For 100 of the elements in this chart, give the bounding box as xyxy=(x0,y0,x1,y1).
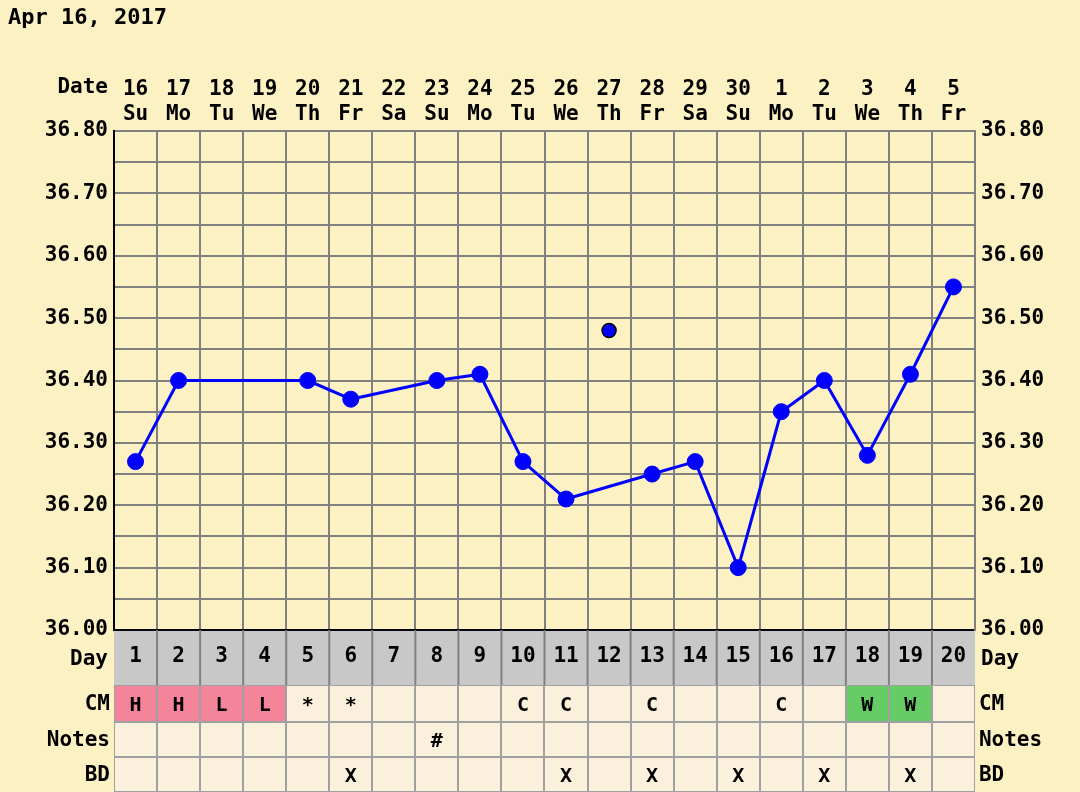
x-tick-label: 3 We xyxy=(854,75,881,125)
x-tick-label: 20 Th xyxy=(295,75,321,125)
x2-tick-label: 12 xyxy=(596,643,622,668)
x2-tick-label: 2 xyxy=(172,643,185,668)
x-axis-title: Date xyxy=(57,74,108,99)
x-tick-label: 19 We xyxy=(252,75,278,125)
x2-tick-label: 19 xyxy=(897,643,924,668)
x-tick-label: 17 Mo xyxy=(165,75,192,125)
point xyxy=(643,465,661,483)
x2-tick-label: 3 xyxy=(215,643,228,668)
point xyxy=(471,365,489,383)
category-label: CM xyxy=(978,691,1005,715)
point xyxy=(686,453,704,471)
x-tick-label: 23 Su xyxy=(424,75,450,125)
x-tick-label: 5 Fr xyxy=(940,75,967,125)
point xyxy=(299,372,317,389)
y-tick-label: 36.20 xyxy=(44,491,108,516)
y-tick-label: 36.10 xyxy=(44,554,108,579)
x-tick-label: 29 Sa xyxy=(682,75,708,125)
text: X xyxy=(559,763,573,787)
text: L xyxy=(215,692,228,716)
x2-tick-label: 14 xyxy=(682,643,708,668)
text: X xyxy=(818,763,831,787)
x2-tick-label: 1 xyxy=(129,643,142,668)
point xyxy=(601,322,617,339)
y-tick-label: 36.40 xyxy=(44,366,108,391)
x-tick-label: 18 Tu xyxy=(208,75,235,125)
x-tick-label: 4 Th xyxy=(897,75,924,125)
x-tick-label: 2 Tu xyxy=(811,75,837,125)
text: X xyxy=(344,763,357,787)
point xyxy=(944,278,962,296)
x-tick-label: 25 Tu xyxy=(510,75,536,125)
text: C xyxy=(775,692,788,716)
x2-tick-label: 18 xyxy=(854,643,881,668)
x2-tick-label: 6 xyxy=(344,643,358,668)
text: X xyxy=(732,763,745,787)
point xyxy=(514,453,532,471)
y2-tick-label: 36.40 xyxy=(981,366,1045,391)
text: * xyxy=(301,692,314,716)
y2-tick-label: 36.60 xyxy=(981,242,1045,267)
point xyxy=(858,446,876,464)
x-tick-label: 22 Sa xyxy=(381,75,407,125)
point xyxy=(557,490,575,508)
category-label: Notes xyxy=(46,727,110,751)
point xyxy=(815,372,833,389)
x2-tick-label: 20 xyxy=(940,643,967,668)
text: X xyxy=(904,763,917,787)
x-tick-label: 28 Fr xyxy=(639,75,665,125)
x-tick-label: 16 Su xyxy=(122,75,149,125)
x2-axis-title: Day xyxy=(981,646,1020,671)
point xyxy=(729,559,747,577)
text: W xyxy=(904,692,917,716)
text: C xyxy=(516,692,529,716)
y-tick-label: 36.60 xyxy=(44,242,108,267)
category-label: Notes xyxy=(978,727,1043,751)
x-tick-label: 26 We xyxy=(553,75,579,125)
x2-tick-label: 7 xyxy=(387,643,401,668)
point xyxy=(127,453,145,471)
x2-tick-label: 10 xyxy=(510,643,536,668)
x-tick-label: 24 Mo xyxy=(467,75,493,125)
x-tick-label: 1 Mo xyxy=(768,75,794,125)
point xyxy=(772,403,790,421)
category-label: BD xyxy=(84,762,110,786)
x2-tick-label: 16 xyxy=(768,643,794,668)
y2-tick-label: 36.30 xyxy=(981,429,1045,454)
y2-tick-label: 36.70 xyxy=(981,179,1045,204)
text: * xyxy=(344,692,357,716)
point xyxy=(170,372,188,389)
category-label: CM xyxy=(84,691,110,715)
point xyxy=(342,390,360,408)
point xyxy=(428,372,446,389)
text: C xyxy=(559,692,573,716)
x2-tick-label: 11 xyxy=(553,643,579,668)
y-tick-label: 36.30 xyxy=(44,429,108,454)
y2-tick-label: 36.20 xyxy=(981,491,1045,516)
text: W xyxy=(861,692,874,716)
x-tick-label: 30 Su xyxy=(725,75,751,125)
x-tick-label: 21 Fr xyxy=(338,75,364,125)
x2-tick-label: 8 xyxy=(430,643,444,668)
point xyxy=(901,365,919,383)
x2-tick-label: 5 xyxy=(301,643,315,668)
text: Day xyxy=(70,646,108,671)
text: X xyxy=(646,763,659,787)
y2-tick-label: 36.10 xyxy=(981,554,1045,579)
y2-tick-label: 36.80 xyxy=(981,117,1045,142)
x2-tick-label: 4 xyxy=(258,643,271,668)
text: H xyxy=(129,692,142,716)
chart-title: Apr 16, 2017 xyxy=(8,4,167,29)
text: L xyxy=(258,692,271,716)
x2-tick-label: 17 xyxy=(811,643,837,668)
y-tick-label: 36.80 xyxy=(44,117,108,142)
y-tick-label: 36.70 xyxy=(44,179,108,204)
y-tick-label: 36.00 xyxy=(44,616,108,641)
text: H xyxy=(172,692,185,716)
x-tick-label: 27 Th xyxy=(596,75,622,125)
y2-tick-label: 36.50 xyxy=(981,304,1045,329)
y-tick-label: 36.50 xyxy=(44,304,108,329)
text: # xyxy=(430,728,443,752)
x2-tick-label: 13 xyxy=(639,643,665,668)
x2-tick-label: 9 xyxy=(473,643,487,668)
